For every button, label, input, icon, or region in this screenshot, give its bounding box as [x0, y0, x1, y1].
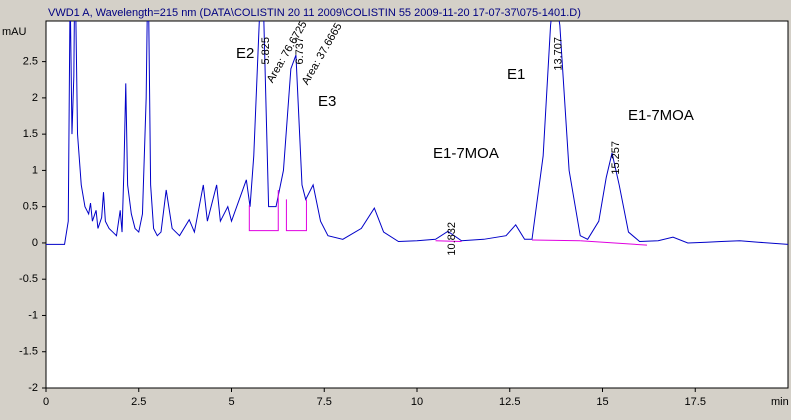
- peak-label: 15.257: [610, 141, 622, 175]
- y-tick-label: -1.5: [19, 346, 38, 358]
- y-tick-label: -0.5: [19, 273, 38, 285]
- integration-baseline: [435, 240, 462, 242]
- chart-title: VWD1 A, Wavelength=215 nm (DATA\COLISTIN…: [48, 7, 581, 19]
- integration-baseline: [580, 240, 648, 246]
- peak-label: 10.832: [446, 222, 458, 256]
- y-tick-label: 2: [32, 92, 38, 104]
- integration-baseline: [248, 189, 279, 232]
- y-tick-label: 1.5: [23, 128, 38, 140]
- compound-label: E3: [318, 93, 336, 110]
- y-tick-label: -2: [28, 382, 38, 394]
- x-tick-label: 12.5: [499, 396, 520, 408]
- x-tick-label: 15: [596, 396, 608, 408]
- compound-label: E1-7MOA: [433, 145, 499, 162]
- x-tick-label: 7.5: [317, 396, 332, 408]
- compound-label: E1-7MOA: [628, 107, 694, 124]
- x-tick-label: 17.5: [685, 396, 706, 408]
- x-tick-label: 10: [411, 396, 423, 408]
- plot-content: [46, 21, 788, 246]
- y-axis-label: mAU: [2, 26, 27, 38]
- integration-baseline: [285, 199, 307, 232]
- peak-label: 13.707: [552, 37, 564, 71]
- y-tick-label: 2.5: [23, 56, 38, 68]
- y-tick-label: 0.5: [23, 201, 38, 213]
- plot-area: [45, 20, 789, 389]
- compound-label: E2: [236, 45, 254, 62]
- peak-label: 6.737: [294, 37, 306, 65]
- signal-trace: [46, 21, 788, 245]
- y-tick-label: 0: [32, 237, 38, 249]
- x-tick-label: 0: [43, 396, 49, 408]
- x-tick-label: 5: [228, 396, 234, 408]
- peak-label: 5.825: [260, 37, 272, 65]
- integration-baseline: [532, 239, 581, 242]
- y-tick-label: -1: [28, 309, 38, 321]
- x-axis-label: min: [771, 396, 789, 408]
- x-tick-label: 2.5: [131, 396, 146, 408]
- y-tick-label: 1: [32, 164, 38, 176]
- compound-label: E1: [507, 66, 525, 83]
